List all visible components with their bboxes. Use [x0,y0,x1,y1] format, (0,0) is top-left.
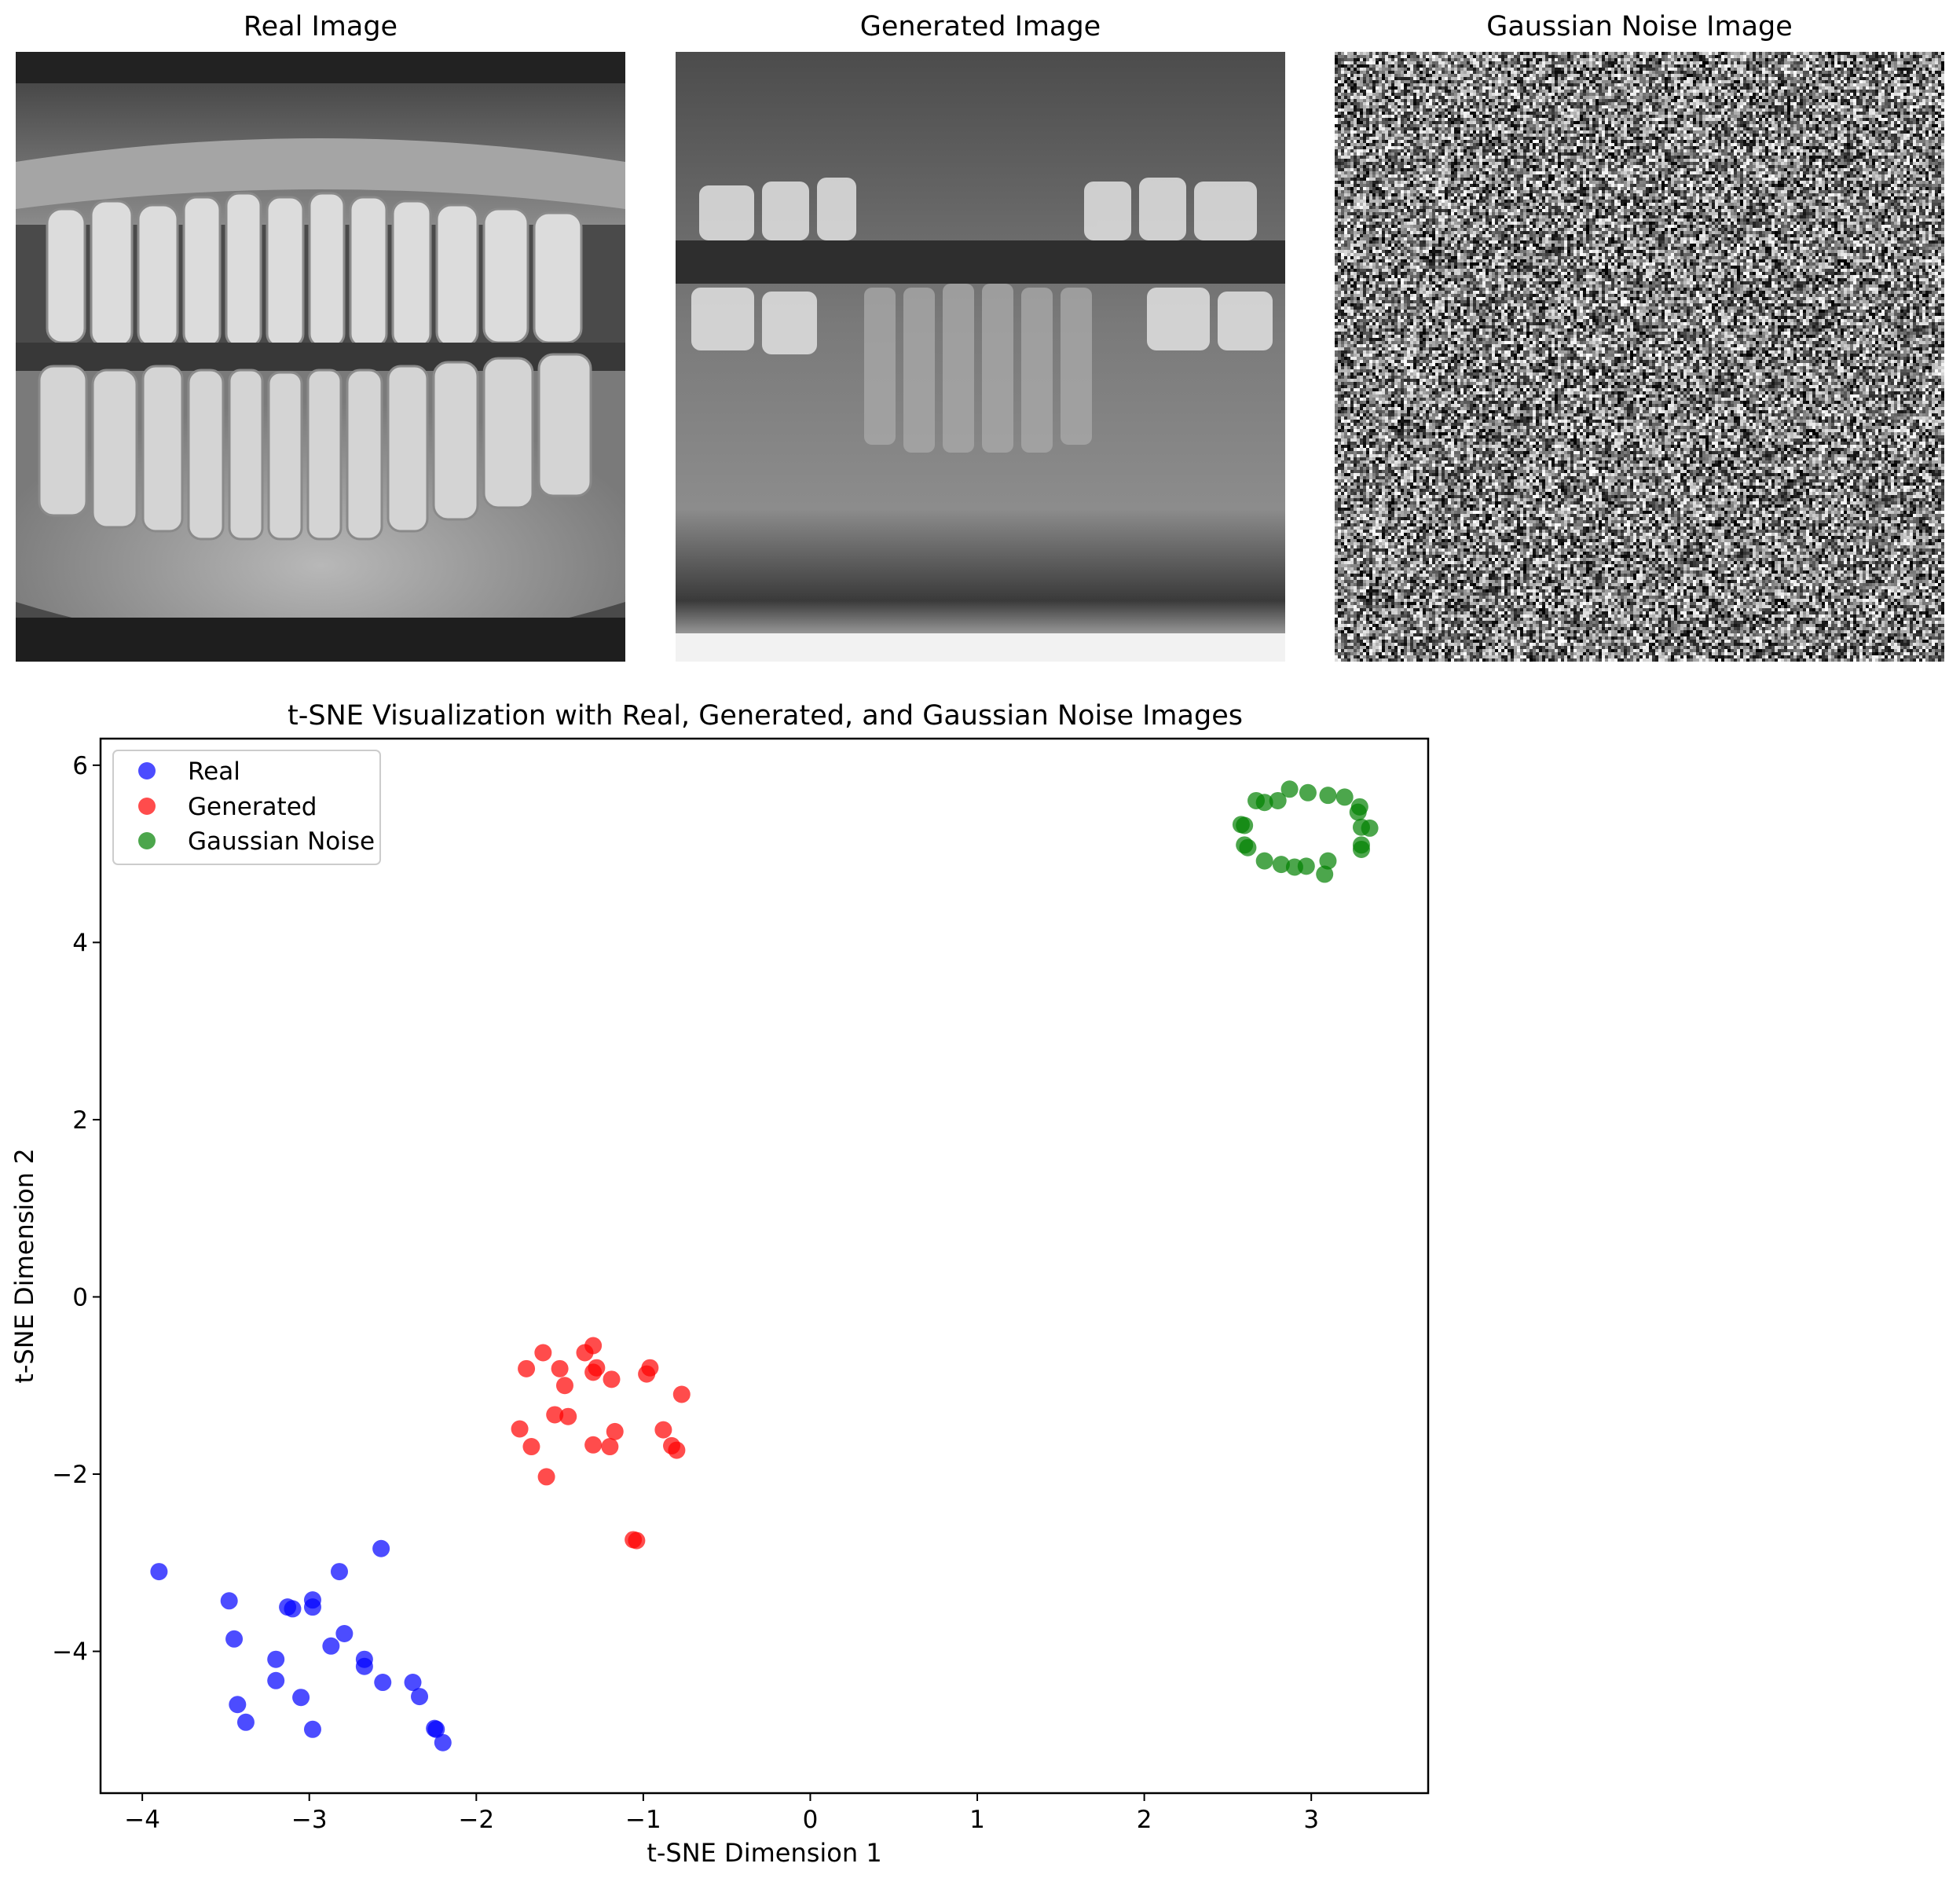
real-point-16 [335,1625,354,1643]
real-point-14 [322,1637,340,1655]
generated-point-16 [603,1370,621,1388]
generated-point-1 [511,1420,529,1438]
generated-point-21 [641,1359,659,1377]
generated-point-14 [588,1359,606,1377]
gaussian-noise-point-15 [1319,852,1337,870]
real-point-15 [330,1563,348,1581]
y-tick-label: 0 [72,1283,88,1311]
legend: Real Generated Gaussian Noise [112,750,381,865]
legend-box [112,750,381,865]
gaussian-noise-point-9 [1272,856,1290,874]
real-point-9 [284,1600,302,1618]
real-point-21 [404,1674,422,1692]
real-point-25 [434,1733,452,1751]
gaussian-noise-point-17 [1335,788,1354,806]
generated-point-6 [546,1406,564,1424]
real-point-4 [229,1696,247,1714]
noise-image-title: Gaussian Noise Image [1486,11,1793,42]
real-point-3 [225,1630,244,1648]
generated-point-15 [601,1438,619,1456]
gaussian-noise-point-23 [1361,819,1379,837]
real-point-13 [303,1720,321,1738]
gaussian-noise-point-22 [1352,836,1370,854]
axis-ticks: −4 −3 −2 −1 0 1 2 3 −4 −2 0 2 4 6 [52,752,1319,1834]
real-point-20 [374,1674,392,1692]
gaussian-noise-point-13 [1299,783,1317,801]
real-point-18 [355,1657,373,1675]
generated-point-25 [672,1385,691,1403]
generated-image-title: Generated Image [859,11,1101,42]
legend-marker-generated [138,798,156,815]
real-point-12 [303,1598,321,1616]
y-tick-label: 4 [72,929,88,957]
y-axis-label: t-SNE Dimension 2 [9,1148,39,1383]
legend-marker-noise [138,832,156,849]
gaussian-noise-point-2 [1236,816,1254,834]
gaussian-noise-point-7 [1255,852,1273,870]
real-point-10 [292,1689,310,1707]
x-tick-label: 1 [969,1806,985,1834]
gaussian-noise-point-8 [1269,791,1287,809]
x-tick-label: 0 [803,1806,819,1834]
generated-point-3 [522,1438,540,1456]
gaussian-noise-point-10 [1280,780,1299,798]
generated-point-2 [518,1359,536,1377]
real-point-6 [267,1650,285,1668]
x-tick-label: 3 [1303,1806,1319,1834]
generated-point-13 [584,1436,603,1454]
generated-xray-picture [676,52,1285,662]
gaussian-noise-point-19 [1350,798,1368,816]
generated-point-22 [654,1421,672,1439]
real-xray-picture [16,52,625,662]
generated-image [676,52,1285,662]
real-point-24 [427,1720,445,1738]
generated-point-5 [537,1468,555,1486]
legend-label-noise: Gaussian Noise [188,827,375,856]
generated-point-17 [606,1422,624,1440]
plot-marks [150,780,1379,1751]
legend-label-generated: Generated [188,793,317,821]
y-tick-label: 6 [72,752,88,780]
y-tick-label: −4 [52,1638,88,1667]
x-tick-label: −1 [625,1806,661,1834]
generated-point-8 [555,1377,573,1395]
generated-point-4 [534,1344,552,1362]
generated-point-11 [584,1337,603,1355]
x-tick-label: 2 [1137,1806,1152,1834]
y-tick-label: 2 [72,1106,88,1135]
noise-image [1335,52,1944,662]
chart-title: t-SNE Visualization with Real, Generated… [288,700,1243,732]
real-image [16,52,625,662]
real-point-2 [220,1592,238,1610]
plot-frame [99,737,1430,1795]
gaussian-noise-point-6 [1255,794,1273,812]
real-image-title: Real Image [243,11,398,42]
legend-label-real: Real [188,757,240,786]
gaussian-noise-point-4 [1239,838,1257,856]
real-point-1 [150,1563,168,1581]
real-point-5 [236,1713,255,1731]
x-tick-label: −3 [291,1806,328,1834]
gaussian-noise-point-12 [1297,857,1315,875]
gaussian-noise-point-16 [1319,787,1337,805]
generated-point-9 [559,1407,577,1425]
x-tick-label: −4 [124,1806,160,1834]
y-tick-label: −2 [52,1461,88,1489]
x-axis-label: t-SNE Dimension 1 [647,1838,881,1868]
generated-point-7 [551,1359,569,1377]
generated-point-19 [628,1531,646,1550]
real-point-19 [372,1539,390,1557]
gaussian-noise-point-14 [1316,865,1334,883]
real-point-7 [267,1671,285,1689]
generated-point-24 [668,1441,686,1459]
real-point-22 [411,1688,429,1706]
legend-marker-real [138,762,156,779]
noise-picture [1335,52,1944,662]
x-tick-label: −2 [458,1806,494,1834]
